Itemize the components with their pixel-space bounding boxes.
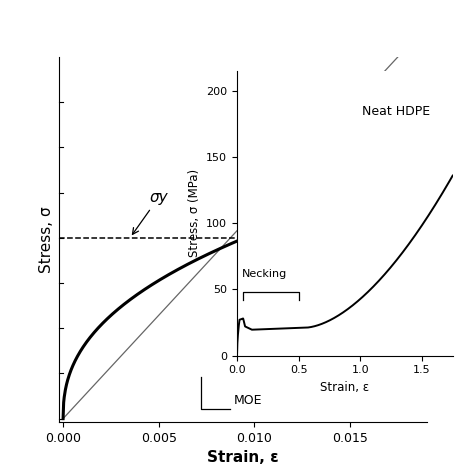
Text: Neat HDPE: Neat HDPE — [362, 105, 430, 118]
X-axis label: Strain, ε: Strain, ε — [207, 450, 279, 465]
Y-axis label: Stress, σ: Stress, σ — [39, 206, 54, 273]
Text: σy: σy — [132, 190, 168, 234]
X-axis label: Strain, ε: Strain, ε — [320, 381, 369, 394]
Text: MOE: MOE — [233, 394, 262, 407]
Text: Necking: Necking — [242, 269, 287, 279]
Y-axis label: Stress, σ (MPa): Stress, σ (MPa) — [188, 169, 201, 257]
